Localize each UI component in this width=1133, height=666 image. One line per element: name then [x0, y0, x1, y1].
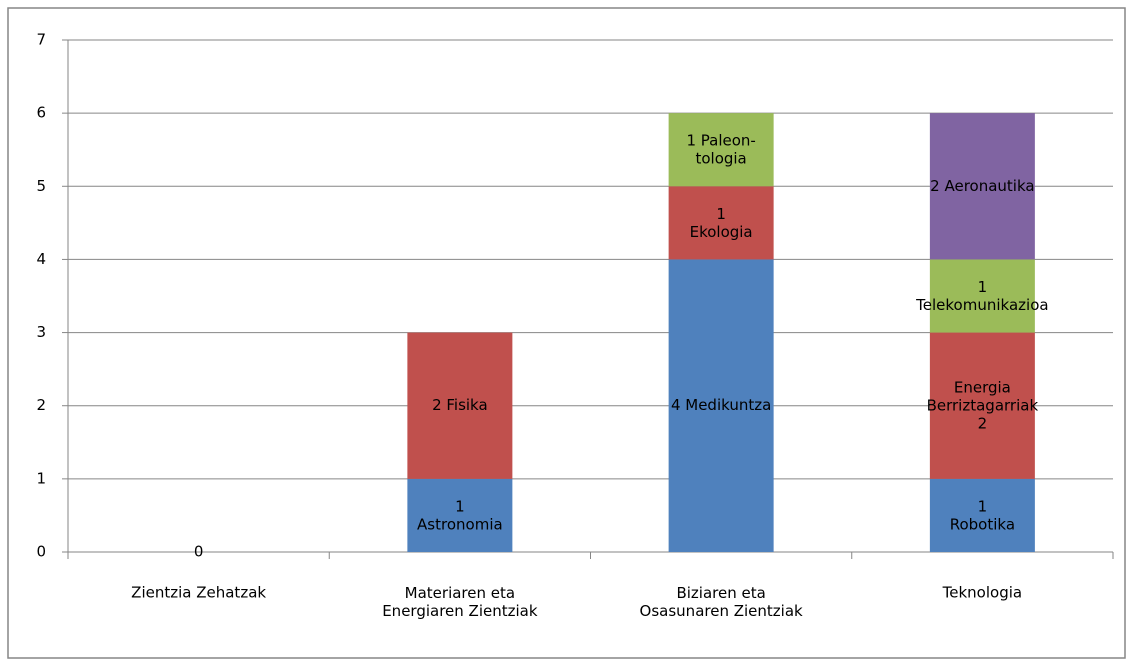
x-tick-label: Biziaren eta Osasunaren Zientziak: [640, 584, 803, 620]
x-tick-label: Teknologia: [942, 584, 1022, 602]
bar-segment: [668, 113, 774, 187]
bar-segment: [668, 186, 774, 260]
data-label: 1 Telekomunikazioa: [915, 278, 1048, 314]
y-tick-label: 2: [36, 396, 46, 414]
bar-segment: [668, 259, 774, 552]
bar-segment: [929, 478, 1035, 552]
x-tick-label: Zientzia Zehatzak: [131, 584, 266, 602]
data-label: 2 Aeronautika: [930, 177, 1034, 195]
data-label: 4 Medikuntza: [671, 396, 771, 414]
x-tick-label: Materiaren eta Energiaren Zientziak: [382, 584, 538, 620]
bar-segment: [929, 113, 1035, 260]
data-label: 1 Robotika: [950, 497, 1015, 533]
y-tick-label: 6: [36, 104, 46, 122]
y-tick-label: 3: [36, 323, 46, 341]
data-label: 1 Ekologia: [690, 204, 753, 240]
y-tick-label: 1: [36, 469, 46, 487]
y-tick-label: 4: [36, 250, 46, 268]
data-label: 1 Paleon-tologia: [686, 131, 755, 167]
data-label: 0: [194, 543, 204, 561]
bar-segment: [407, 478, 513, 552]
bar-segment: [407, 332, 513, 479]
data-label: 2 Fisika: [432, 396, 488, 414]
bar-segment: [929, 332, 1035, 479]
y-tick-label: 0: [36, 543, 46, 561]
data-label: 1 Astronomia: [417, 497, 503, 533]
y-tick-label: 5: [36, 177, 46, 195]
bar-segment: [929, 259, 1035, 333]
y-tick-label: 7: [36, 31, 46, 49]
data-label: Energia Berriztagarriak 2: [927, 378, 1039, 432]
